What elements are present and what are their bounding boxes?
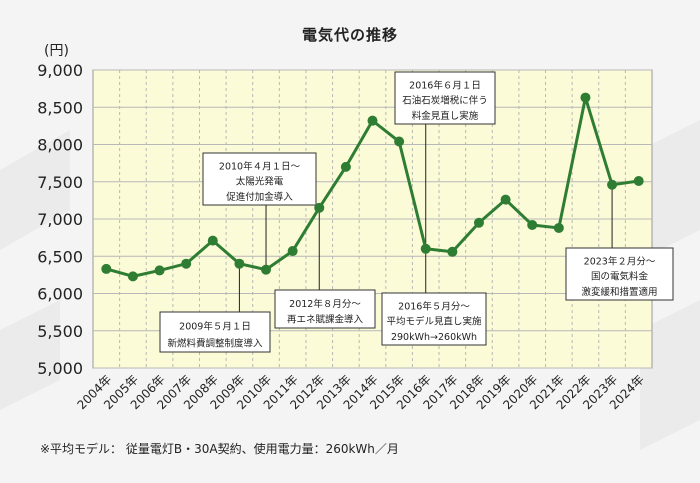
data-point bbox=[340, 161, 351, 172]
y-tick-label: 8,500 bbox=[37, 98, 83, 117]
annotation-text: 石油石炭増税に伴う bbox=[402, 95, 488, 107]
annotation-box bbox=[565, 247, 674, 301]
y-tick-label: 6,000 bbox=[37, 285, 83, 304]
annotation-text: 2009年５月１日 bbox=[179, 321, 251, 333]
data-point bbox=[394, 136, 405, 147]
annotation-box bbox=[202, 152, 317, 206]
data-point bbox=[500, 194, 511, 205]
data-point bbox=[633, 176, 644, 187]
y-tick-label: 6,500 bbox=[37, 247, 83, 266]
annotation-box bbox=[274, 289, 376, 329]
y-tick-label: 7,500 bbox=[37, 173, 83, 192]
data-point bbox=[287, 246, 298, 257]
data-point bbox=[367, 115, 378, 126]
annotation-text: 国の電気料金 bbox=[591, 271, 649, 283]
annotation-text: 太陽光発電 bbox=[236, 176, 284, 188]
annotation-text: 激変緩和措置適用 bbox=[581, 286, 657, 298]
annotation-text: 2010年４月１日～ bbox=[219, 160, 301, 172]
data-point bbox=[473, 217, 484, 228]
data-point bbox=[261, 264, 272, 275]
y-tick-label: 5,000 bbox=[37, 359, 83, 378]
annotation-text: 2016年６月１日 bbox=[409, 79, 481, 91]
data-point bbox=[181, 258, 192, 269]
annotation-text: 290kWh→260kWh bbox=[391, 332, 477, 343]
data-point bbox=[101, 263, 112, 274]
annotation-text: 再エネ賦課金導入 bbox=[287, 314, 364, 326]
y-tick-label: 5,500 bbox=[37, 322, 83, 341]
line-chart: 5,000 5,500 6,000 6,500 7,000 7,500 8,000 8,500… bbox=[37, 61, 674, 412]
annotation-text: 料金見直し実施 bbox=[412, 110, 479, 122]
data-point bbox=[580, 92, 591, 103]
data-point bbox=[234, 258, 245, 269]
data-point bbox=[207, 235, 218, 246]
y-tick-label: 9,000 bbox=[37, 61, 83, 80]
data-point bbox=[447, 246, 458, 257]
y-tick-label: 8,000 bbox=[37, 136, 83, 155]
data-point bbox=[553, 222, 564, 233]
annotation-box bbox=[394, 71, 496, 125]
data-point bbox=[527, 219, 538, 230]
data-point bbox=[127, 271, 138, 282]
annotation-text: 新燃料費調整制度導入 bbox=[167, 337, 263, 349]
data-point bbox=[420, 243, 431, 254]
annotation-text: 促進付加金導入 bbox=[226, 191, 293, 203]
annotation-box bbox=[159, 311, 271, 353]
annotation-text: 2016年５月分～ bbox=[398, 300, 470, 312]
annotation-text: 2012年８月分～ bbox=[289, 298, 361, 310]
annotation-text: 2023年２月分～ bbox=[584, 255, 656, 267]
data-point bbox=[607, 179, 618, 190]
y-axis-unit: (円) bbox=[44, 43, 69, 59]
chart-title: 電気代の推移 bbox=[301, 26, 398, 44]
data-point bbox=[314, 202, 325, 213]
footnote: ※平均モデル： 従量電灯B・30A契約、使用電力量：260kWh／月 bbox=[40, 442, 399, 456]
annotation-box bbox=[381, 292, 487, 346]
annotation-text: 平均モデル見直し実施 bbox=[386, 316, 482, 328]
data-point bbox=[154, 265, 165, 276]
y-tick-label: 7,000 bbox=[37, 210, 83, 229]
